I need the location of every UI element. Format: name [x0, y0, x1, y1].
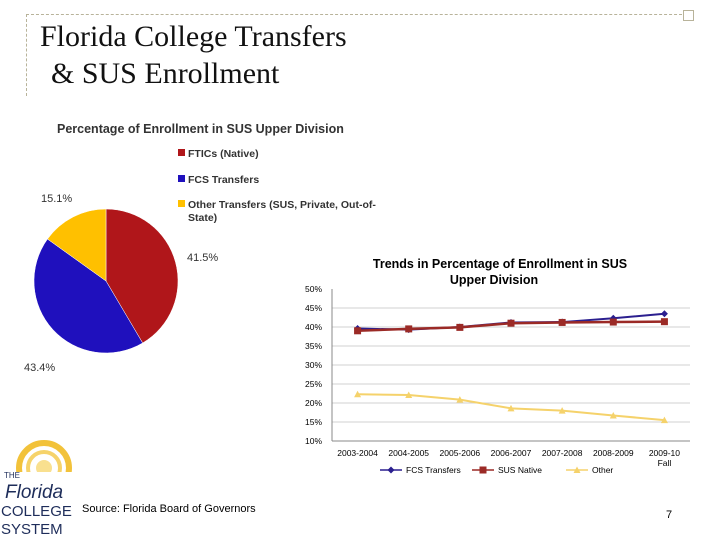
y-tick-label: 45%	[305, 303, 322, 313]
logo-text-florida: Florida	[5, 482, 63, 503]
pie-label-ftics: 41.5%	[187, 252, 218, 264]
legend-label-fcs: FCS Transfers	[188, 174, 259, 186]
legend-swatch-fcs	[178, 175, 185, 182]
legend-label-other-line-1: Other Transfers (SUS, Private, Out-of-	[188, 199, 376, 211]
point-sus-native	[609, 318, 617, 326]
pie-slice-other	[47, 208, 107, 282]
legend-marker-sus-native	[479, 466, 487, 474]
y-tick-label: 25%	[305, 379, 322, 389]
point-other	[558, 407, 566, 414]
x-tick-label: 2007-2008	[542, 448, 583, 458]
sun-logo-icon	[12, 440, 78, 512]
line-chart-title-line-2: Upper Division	[450, 273, 538, 287]
x-tick-label: 2003-2004	[337, 448, 378, 458]
point-sus-native	[456, 323, 464, 331]
point-other	[456, 396, 464, 403]
slide-title-line-1: Florida College Transfers	[40, 20, 347, 53]
x-tick-label-fall: Fall	[658, 458, 672, 468]
point-other	[660, 416, 668, 424]
decorative-horizontal-rule	[26, 14, 692, 15]
x-tick-label: 2005-2006	[440, 448, 481, 458]
page-number: 7	[666, 509, 673, 521]
y-tick-label: 30%	[305, 360, 322, 370]
legend-label-other: Other	[592, 465, 613, 475]
y-tick-label: 20%	[305, 398, 322, 408]
line-chart-title-line-1: Trends in Percentage of Enrollment in SU…	[373, 257, 627, 271]
legend-swatch-ftics	[178, 149, 185, 156]
x-tick-label: 2004-2005	[388, 448, 429, 458]
legend-label-sus-native: SUS Native	[498, 465, 542, 475]
point-sus-native	[354, 327, 362, 335]
x-tick-label: 2009-10	[649, 448, 680, 458]
pie-chart: Percentage of Enrollment in SUS Upper Di…	[24, 122, 376, 374]
slide-title-line-2: & SUS Enrollment	[51, 57, 280, 90]
logo-text-the: THE	[4, 471, 20, 480]
x-tick-label: 2008-2009	[593, 448, 634, 458]
source-note: Source: Florida Board of Governors	[82, 503, 256, 515]
decorative-vertical-rule	[26, 14, 27, 96]
legend-marker-other	[573, 466, 581, 473]
pie-slice-ftics	[105, 208, 179, 344]
point-other	[507, 404, 515, 412]
legend-label-ftics: FTICs (Native)	[188, 148, 259, 160]
point-sus-native	[507, 319, 515, 327]
y-tick-label: 15%	[305, 417, 322, 427]
pie-slice-fcs	[33, 238, 143, 354]
point-sus-native	[405, 325, 413, 333]
logo-text-college: COLLEGE	[1, 503, 72, 520]
pie-legend: FTICs (Native) FCS Transfers Other Trans…	[178, 148, 376, 224]
legend-swatch-other	[178, 200, 185, 207]
point-other	[405, 391, 413, 399]
slide-title: Florida College Transfers & SUS Enrollme…	[40, 18, 347, 92]
y-tick-label: 50%	[305, 284, 322, 294]
x-tick-label: 2006-2007	[491, 448, 532, 458]
pie-label-other: 15.1%	[41, 193, 72, 205]
point-other	[354, 390, 362, 398]
y-tick-label: 40%	[305, 322, 322, 332]
line-legend: FCS Transfers SUS Native Other	[380, 465, 613, 475]
point-sus-native	[558, 318, 566, 326]
decorative-corner-square	[683, 10, 694, 21]
point-sus-native	[660, 318, 668, 326]
pie-chart-title: Percentage of Enrollment in SUS Upper Di…	[57, 122, 344, 136]
legend-marker-fcs-transfers	[387, 466, 395, 474]
florida-college-system-logo: THE Florida COLLEGE SYSTEM	[1, 440, 78, 538]
pie-label-fcs: 43.4%	[24, 362, 55, 374]
line-chart: Trends in Percentage of Enrollment in SU…	[305, 257, 690, 475]
y-tick-label: 10%	[305, 436, 322, 446]
point-other	[609, 412, 617, 419]
legend-label-other-line-2: State)	[188, 212, 217, 224]
logo-text-system: SYSTEM	[1, 521, 63, 538]
point-fcs-transfers	[660, 310, 668, 318]
legend-label-fcs-transfers: FCS Transfers	[406, 465, 461, 475]
y-tick-label: 35%	[305, 341, 322, 351]
